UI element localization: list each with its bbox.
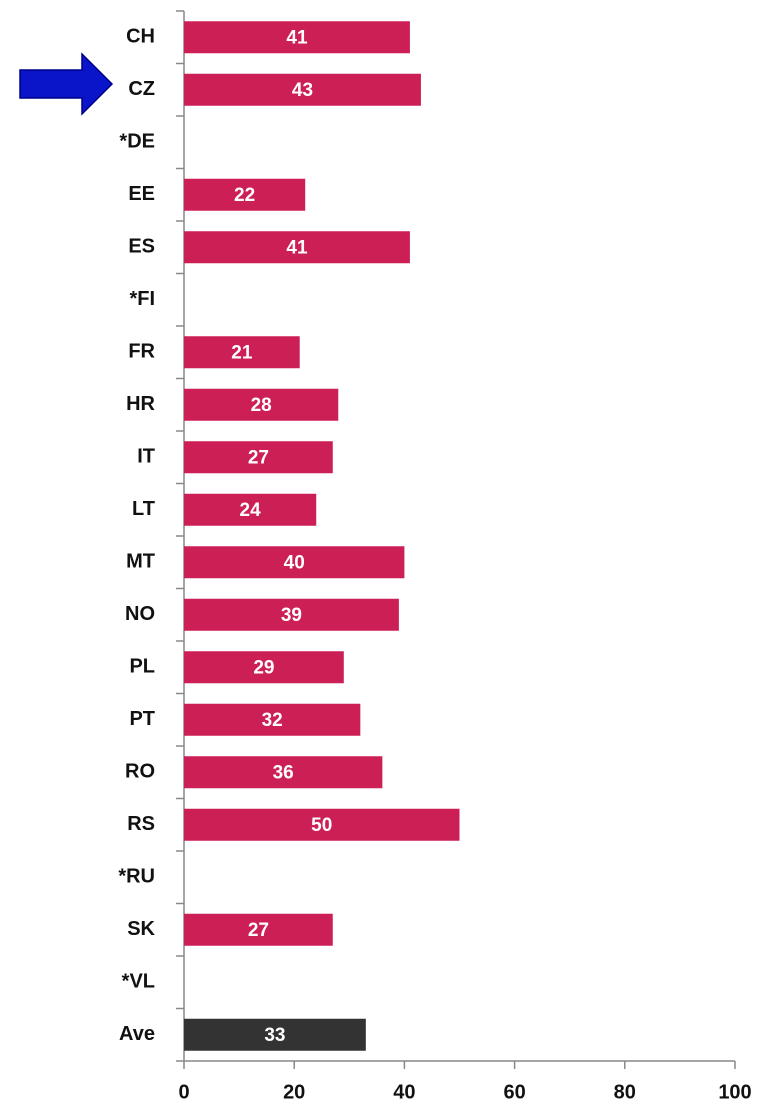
x-tick-label: 0 xyxy=(178,1081,189,1103)
highlight-arrow xyxy=(19,52,114,116)
bar xyxy=(184,756,383,789)
x-tick-label: 20 xyxy=(283,1081,305,1103)
bar xyxy=(184,336,300,369)
y-tick-label: Ave xyxy=(119,1023,155,1045)
x-tick-label: 100 xyxy=(718,1081,751,1103)
bar xyxy=(184,441,333,474)
bar xyxy=(184,493,317,526)
y-tick-label: PL xyxy=(129,656,155,678)
data-label: 21 xyxy=(231,342,253,363)
y-tick-label: LT xyxy=(132,498,155,520)
data-label: 27 xyxy=(248,920,269,941)
y-tick-label: EE xyxy=(128,183,155,205)
data-label: 41 xyxy=(286,237,308,258)
bar xyxy=(184,546,405,579)
bar xyxy=(184,388,339,421)
bar xyxy=(184,651,344,684)
y-tick-label: CZ xyxy=(128,78,155,100)
bar xyxy=(184,21,410,54)
y-tick-label: FR xyxy=(128,341,155,363)
y-tick-label: IT xyxy=(137,446,155,468)
bar xyxy=(184,1018,366,1051)
y-tick-label: SK xyxy=(127,918,155,940)
x-tick-label: 80 xyxy=(614,1081,636,1103)
data-label: 33 xyxy=(264,1025,285,1046)
x-tick-label: 60 xyxy=(503,1081,525,1103)
bar xyxy=(184,178,306,211)
data-label: 32 xyxy=(262,710,283,731)
bar xyxy=(184,598,399,631)
y-tick-label: HR xyxy=(126,393,155,415)
data-label: 43 xyxy=(292,80,313,101)
data-label: 39 xyxy=(281,605,302,626)
bar xyxy=(184,703,361,736)
y-tick-label: *VL xyxy=(122,971,155,993)
data-label: 28 xyxy=(251,395,272,416)
bar xyxy=(184,231,410,264)
x-tick-label: 40 xyxy=(393,1081,415,1103)
data-label: 36 xyxy=(273,762,294,783)
data-label: 50 xyxy=(311,815,332,836)
data-label: 24 xyxy=(240,500,262,521)
y-tick-label: PT xyxy=(129,708,155,730)
y-tick-label: RO xyxy=(125,761,155,783)
data-label: 41 xyxy=(286,27,308,48)
y-tick-label: ES xyxy=(128,236,155,258)
data-label: 40 xyxy=(284,552,305,573)
data-label: 29 xyxy=(253,657,274,678)
y-tick-label: NO xyxy=(125,603,155,625)
y-tick-label: *DE xyxy=(119,131,155,153)
y-tick-label: MT xyxy=(126,551,155,573)
bar xyxy=(184,73,421,106)
y-tick-label: RS xyxy=(127,813,155,835)
bar xyxy=(184,913,333,946)
data-label: 27 xyxy=(248,447,269,468)
y-tick-label: *RU xyxy=(118,866,155,888)
bar xyxy=(184,808,460,841)
y-tick-label: *FI xyxy=(129,288,155,310)
data-label: 22 xyxy=(234,185,255,206)
y-tick-label: CH xyxy=(126,26,155,48)
